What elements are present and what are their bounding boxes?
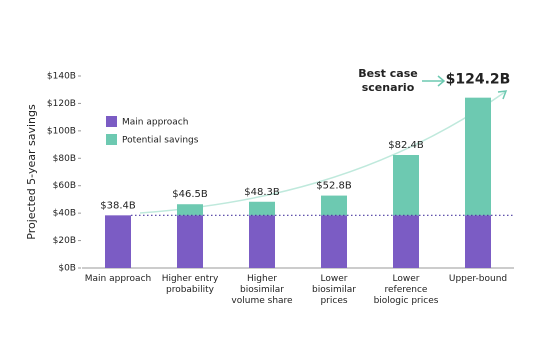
legend-swatch — [106, 116, 117, 127]
value-label: $52.8B — [316, 181, 352, 192]
bar-segment — [177, 215, 203, 268]
x-tick-label-line: biologic prices — [374, 296, 439, 306]
x-tick-label-line: Lower — [321, 274, 348, 284]
bar-segment — [393, 154, 419, 216]
x-tick-label-line: biosimilar — [312, 285, 356, 295]
x-tick-label-line: biosimilar — [240, 285, 284, 295]
bar-segment — [249, 215, 275, 268]
bar-segment — [249, 201, 275, 216]
x-tick-label: Lower biosimilar prices — [312, 274, 356, 306]
x-tick-label-line: volume share — [231, 296, 293, 306]
trend-arrowhead — [497, 90, 508, 100]
y-tick-label: $100B — [47, 126, 76, 136]
x-tick-label-line: Main approach — [85, 274, 151, 284]
bar-segment — [321, 215, 347, 268]
annotation-line: scenario — [362, 81, 415, 94]
x-tick-label: Main approach — [85, 274, 151, 284]
x-tick-label: Lower reference biologic prices — [374, 274, 439, 306]
bar-segment — [177, 204, 203, 216]
bar-segment — [105, 215, 131, 268]
value-label: $82.4B — [388, 140, 424, 151]
annotation-arrowhead — [437, 75, 446, 87]
y-tick-label: $40B — [53, 209, 76, 219]
value-label: $124.2B — [446, 72, 511, 88]
y-tick-label: $120B — [47, 99, 76, 109]
bar-segment — [393, 215, 419, 268]
value-label: $48.3B — [244, 187, 280, 198]
y-tick-label: $20B — [53, 236, 76, 246]
x-tick-label-line: prices — [320, 296, 347, 306]
x-tick-label: Upper-bound — [449, 274, 507, 284]
y-tick-label: $80B — [53, 154, 76, 164]
value-label: $46.5B — [172, 189, 208, 200]
y-tick-label: $140B — [47, 72, 76, 82]
bar-segment — [465, 97, 491, 216]
y-tick-label: $0B — [58, 264, 76, 274]
annotation-line: Best case — [358, 67, 417, 80]
x-tick-label-line: reference — [385, 285, 428, 295]
y-axis-label: Projected 5-year savings — [25, 104, 38, 240]
x-tick-label-line: Higher entry — [162, 274, 219, 284]
legend-label: Main approach — [122, 118, 188, 128]
annotation: Best case scenario — [358, 67, 417, 94]
y-tick-label: $60B — [53, 181, 76, 191]
legend-label: Potential savings — [122, 136, 199, 146]
legend-swatch — [106, 134, 117, 145]
bar-segment — [465, 215, 491, 268]
x-tick-label: Higher entry probability — [162, 274, 219, 295]
value-label: $38.4B — [100, 200, 136, 211]
x-tick-label-line: probability — [166, 285, 215, 295]
x-tick-label: Higher biosimilar volume share — [231, 274, 293, 306]
x-tick-label-line: Upper-bound — [449, 274, 507, 284]
bar-segment — [321, 195, 347, 216]
x-tick-label-line: Lower — [393, 274, 420, 284]
x-tick-label-line: Higher — [247, 274, 277, 284]
